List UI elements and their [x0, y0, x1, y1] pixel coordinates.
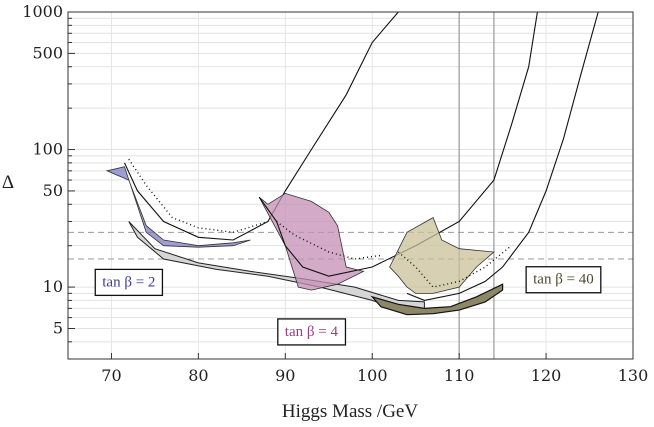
band-curve	[406, 12, 599, 301]
y-tick-label: 50	[43, 181, 63, 200]
x-tick-label: 110	[444, 366, 475, 385]
annotation-label: tan β = 2	[102, 274, 155, 290]
y-axis-title: Δ	[2, 172, 14, 193]
olive-bottom-band	[370, 283, 504, 316]
band-dotted-curve	[276, 220, 381, 260]
band-annotations: tan β = 2 tan β = 4 tan β = 40	[94, 266, 602, 346]
band-fill	[258, 192, 365, 291]
y-tick-label: 1000	[22, 2, 63, 21]
y-tick-label: 500	[32, 43, 63, 62]
axis-ticks: 70 80 90 100 110 120 130 5 10 50 100 500 1000	[22, 2, 648, 385]
y-tick-label: 100	[32, 140, 63, 159]
x-axis-title: Higgs Mass /GeV	[282, 401, 418, 422]
annotation-label: tan β = 40	[533, 272, 594, 288]
x-tick-label: 130	[618, 366, 649, 385]
x-tick-label: 80	[188, 366, 208, 385]
data-bands	[105, 12, 599, 316]
y-tick-label: 5	[53, 318, 63, 337]
plot-frame	[67, 11, 634, 360]
annotation-box: tan β = 4	[277, 318, 347, 346]
band-curve	[124, 12, 399, 241]
annotation-label: tan β = 4	[285, 324, 339, 340]
annotation-box: tan β = 2	[94, 268, 164, 297]
annotation-box: tan β = 40	[525, 266, 602, 294]
y-tick-label: 10	[43, 277, 63, 296]
x-tick-label: 90	[275, 366, 295, 385]
x-tick-label: 70	[101, 366, 121, 385]
band-curve	[258, 12, 538, 277]
band-fill	[105, 166, 251, 248]
reference-lines	[68, 12, 633, 359]
band-fill	[389, 217, 495, 294]
x-tick-label: 120	[531, 366, 562, 385]
x-tick-label: 100	[357, 366, 388, 385]
